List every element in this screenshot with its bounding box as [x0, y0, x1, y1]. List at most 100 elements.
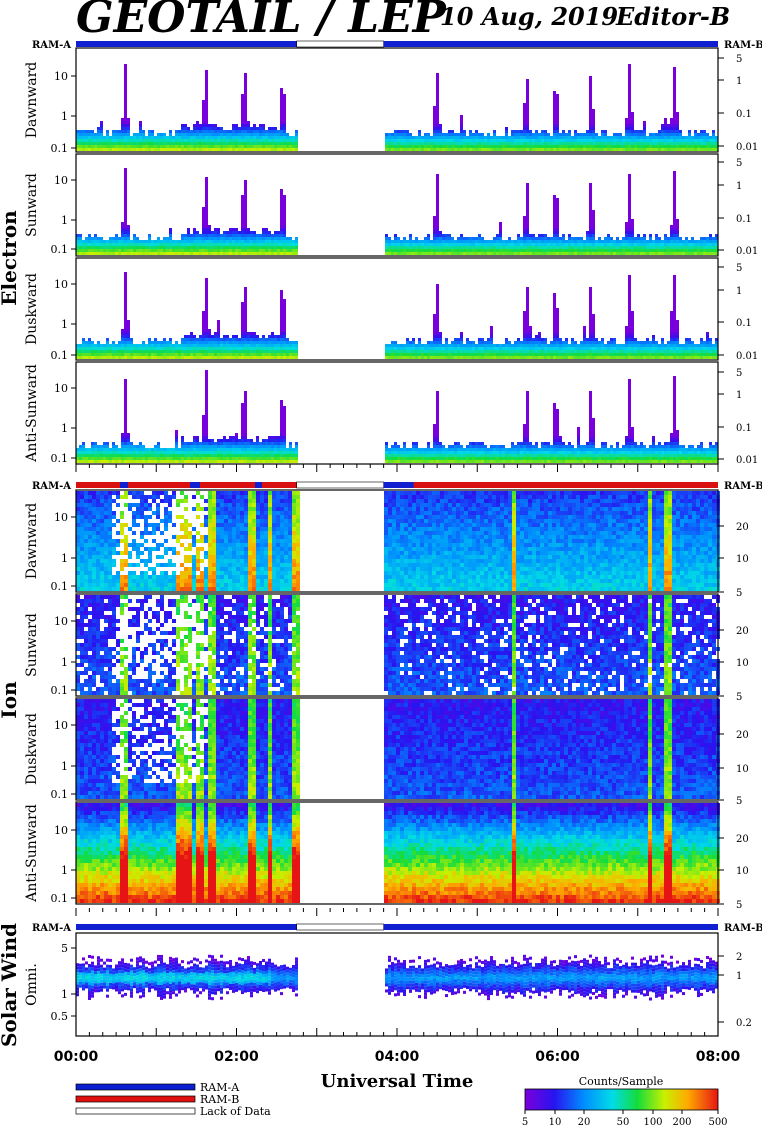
mode-bar-segment — [120, 482, 128, 488]
colorbar-cell — [572, 1089, 574, 1110]
colorbar-cell — [690, 1089, 692, 1110]
colorbar-cell — [672, 1089, 674, 1110]
colorbar-cell — [666, 1089, 668, 1110]
colorbar-cell — [539, 1089, 541, 1110]
colorbar-cell — [697, 1089, 699, 1110]
y-tick-left: 10 — [54, 615, 68, 628]
colorbar-cell — [609, 1089, 611, 1110]
colorbar-frame — [524, 1088, 719, 1111]
colorbar-cell — [607, 1089, 609, 1110]
colorbar-cell — [647, 1089, 649, 1110]
y-tick-right: 10 — [736, 658, 749, 669]
colorbar-cell — [538, 1089, 540, 1110]
colorbar-cell — [580, 1089, 582, 1110]
colorbar-cell — [618, 1089, 620, 1110]
x-axis-label: Universal Time — [321, 1071, 474, 1092]
y-tick-right: 1 — [736, 390, 742, 401]
colorbar-cell — [683, 1089, 685, 1110]
colorbar-cell — [599, 1089, 601, 1110]
group-0 — [71, 47, 724, 472]
colorbar-cell — [677, 1089, 679, 1110]
y-tick-right: 1 — [736, 971, 742, 982]
colorbar-cell — [650, 1089, 652, 1110]
colorbar-cell — [573, 1089, 575, 1110]
mode-label-right: RAM-B — [724, 40, 762, 51]
y-tick-right: 20 — [736, 522, 749, 533]
colorbar-cell — [656, 1089, 658, 1110]
colorbar-cell — [694, 1089, 696, 1110]
panel-frame — [75, 47, 719, 153]
colorbar-cell — [627, 1089, 629, 1110]
mode-bar-segment — [383, 41, 718, 47]
colorbar-title: Counts/Sample — [579, 1075, 664, 1088]
colorbar-cell — [665, 1089, 667, 1110]
colorbar-cell — [657, 1089, 659, 1110]
y-tick-left: 0.1 — [51, 243, 69, 256]
colorbar-cell — [655, 1089, 657, 1110]
y-tick-left: 0.1 — [51, 142, 69, 155]
y-tick-left: 10 — [54, 382, 68, 395]
colorbar-cell — [621, 1089, 623, 1110]
colorbar-cell — [533, 1089, 535, 1110]
colorbar-cell — [548, 1089, 550, 1110]
colorbar-cell — [579, 1089, 581, 1110]
colorbar-cell — [704, 1089, 706, 1110]
x-axis — [75, 1028, 719, 1036]
colorbar-cell — [717, 1089, 719, 1110]
x-tick-label: 02:00 — [214, 1049, 259, 1065]
legend-swatch — [75, 1095, 196, 1103]
x-tick-label: 06:00 — [535, 1049, 580, 1065]
mode-bar-segment — [190, 482, 200, 488]
panel-dawnward — [71, 47, 724, 153]
colorbar-cell — [691, 1089, 693, 1110]
colorbar-cell — [558, 1089, 560, 1110]
colorbar-cell — [674, 1089, 676, 1110]
colorbar-cell — [693, 1089, 695, 1110]
mode-label-right: RAM-B — [724, 923, 762, 934]
y-tick-left: 1 — [61, 318, 68, 331]
mode-label-left: RAM-A — [32, 40, 71, 51]
panel-label: Sunward — [24, 173, 40, 237]
mode-label-left: RAM-A — [32, 481, 71, 492]
mode-bar-gap — [296, 481, 384, 489]
legend-swatch — [75, 1083, 196, 1091]
colorbar-cell — [695, 1089, 697, 1110]
colorbar-cell — [689, 1089, 691, 1110]
panel-anti-sunward — [71, 801, 724, 905]
mode-bar-gap — [296, 923, 384, 931]
colorbar-cell — [603, 1089, 605, 1110]
colorbar-cell — [592, 1089, 594, 1110]
colorbar-cell — [707, 1089, 709, 1110]
x-tick-label: 04:00 — [375, 1049, 420, 1065]
colorbar-cell — [601, 1089, 603, 1110]
colorbar-cell — [530, 1089, 532, 1110]
colorbar-cell — [555, 1089, 557, 1110]
colorbar-cell — [536, 1089, 538, 1110]
colorbar-cell — [570, 1089, 572, 1110]
colorbar — [524, 1088, 719, 1114]
colorbar-cell — [688, 1089, 690, 1110]
colorbar-cell — [644, 1089, 646, 1110]
colorbar-tick-label: 20 — [578, 1117, 591, 1128]
colorbar-cell — [586, 1089, 588, 1110]
colorbar-cell — [544, 1089, 546, 1110]
colorbar-cell — [527, 1089, 529, 1110]
colorbar-cell — [667, 1089, 669, 1110]
colorbar-cell — [596, 1089, 598, 1110]
y-tick-right: 1 — [736, 181, 742, 192]
y-tick-right: 10 — [736, 554, 749, 565]
colorbar-cell — [620, 1089, 622, 1110]
y-tick-left: 5 — [61, 942, 68, 955]
group-1 — [71, 489, 724, 916]
colorbar-cell — [595, 1089, 597, 1110]
colorbar-cell — [591, 1089, 593, 1110]
panel-sunward — [71, 153, 724, 257]
colorbar-cell — [554, 1089, 556, 1110]
y-tick-right: 20 — [736, 730, 749, 741]
panel-frame — [75, 593, 719, 697]
panel-omni- — [71, 932, 724, 1037]
legend-label: RAM-B — [200, 1093, 239, 1106]
y-tick-right: 0.01 — [736, 142, 758, 153]
colorbar-cell — [560, 1089, 562, 1110]
y-tick-right: 2 — [736, 952, 742, 963]
